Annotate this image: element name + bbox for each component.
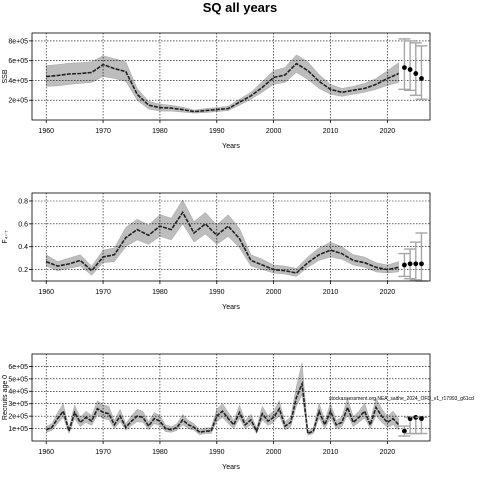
rec-x-tick-label-4: 2000 <box>266 449 282 456</box>
rec-plot-frame <box>31 353 431 442</box>
rec-forecast-point-3 <box>419 416 424 422</box>
rec-y-tick-label-3: 4e+05 <box>8 389 28 396</box>
figure-title: SQ all years <box>203 0 277 15</box>
rec-confidence-band <box>46 362 399 436</box>
rec-y-axis-label: Recruits age 0 <box>2 375 9 420</box>
f-median-line <box>45 210 399 274</box>
f-y-tick-label-2: 0.6 <box>18 221 28 228</box>
ssb-forecast-point-1 <box>407 67 413 72</box>
ssb-y-tick-label-3: 8e+05 <box>8 38 28 45</box>
ssb-y-axis-label: SSB <box>2 69 9 83</box>
f-x-tick-label-1: 1970 <box>95 289 111 296</box>
ssb-x-tick-label-3: 1990 <box>209 128 225 135</box>
f-forecast-point-1 <box>407 261 413 267</box>
rec-annotation: stockassessment.org NEA_saithe_2024_OFD_… <box>329 396 474 402</box>
ssb-x-axis-label: Years <box>222 143 240 150</box>
ssb-x-tick-label-5: 2010 <box>323 128 339 135</box>
ssb-x-tick-label-6: 2020 <box>380 128 396 135</box>
rec-x-tick-label-0: 1960 <box>38 449 54 456</box>
f-y-tick-label-1: 0.4 <box>18 244 28 251</box>
ssb-x-tick-label-2: 1980 <box>152 128 168 135</box>
rec-x-tick-label-1: 1970 <box>95 449 111 456</box>
ssb-y-tick-label-2: 6e+05 <box>8 58 28 65</box>
rec-median-line <box>45 380 400 435</box>
f-x-tick-label-2: 1980 <box>152 289 168 296</box>
rec-y-tick-label-0: 1e+05 <box>8 426 28 433</box>
rec-y-tick-label-4: 5e+05 <box>8 376 28 383</box>
fishing-mortality-panel: 1960 1970 1980 1990 2000 2010 2020 0.2 0.4 0.6 0.8… <box>2 192 431 311</box>
ssb-x-tick-label-0: 1960 <box>38 128 54 135</box>
rec-x-axis-label: Years <box>222 464 240 471</box>
ssb-forecast-point-2 <box>413 71 419 76</box>
f-plot-frame <box>31 192 431 282</box>
f-y-axis-label: F₄₋₇ <box>2 230 9 244</box>
ssb-x-tick-label-4: 2000 <box>266 128 282 135</box>
rec-y-tick-label-2: 3e+05 <box>8 401 28 408</box>
f-x-tick-label-6: 2020 <box>380 289 396 296</box>
f-y-tick-label-3: 0.8 <box>18 198 28 205</box>
f-x-tick-label-5: 2010 <box>323 289 339 296</box>
f-forecast-point-2 <box>413 261 419 267</box>
rec-y-tick-label-1: 2e+05 <box>8 414 28 421</box>
ssb-x-tick-label-1: 1970 <box>95 128 111 135</box>
rec-y-tick-label-5: 6e+05 <box>8 364 28 371</box>
recruitment-panel: 1960 1970 1980 1990 2000 2010 2020 1e+05 2e+05 3e… <box>2 353 474 471</box>
rec-x-tick-label-2: 1980 <box>152 449 168 456</box>
rec-x-tick-label-5: 2010 <box>323 449 339 456</box>
f-x-tick-label-4: 2000 <box>266 289 282 296</box>
ssb-plot-frame <box>31 32 431 121</box>
ssb-y-tick-label-0: 2e+05 <box>8 98 28 105</box>
ssb-y-tick-label-1: 4e+05 <box>8 78 28 85</box>
ssb-forecast-point-3 <box>419 76 424 81</box>
ssb-forecast-point-0 <box>402 65 407 71</box>
ssb-confidence-band <box>46 54 399 114</box>
f-x-tick-label-0: 1960 <box>38 289 54 296</box>
ssb-panel: 1960 1970 1980 1990 2000 2010 2020 2e+05 4e+05 6e… <box>2 32 431 150</box>
f-forecast-point-0 <box>402 262 407 268</box>
f-y-tick-label-0: 0.2 <box>18 267 28 274</box>
f-forecast-point-3 <box>419 261 424 267</box>
rec-forecast-point-0 <box>402 428 407 434</box>
f-x-tick-label-3: 1990 <box>209 289 225 296</box>
f-x-axis-label: Years <box>222 304 240 311</box>
rec-x-tick-label-6: 2020 <box>380 449 396 456</box>
rec-x-tick-label-3: 1990 <box>209 449 225 456</box>
f-confidence-band <box>46 199 399 277</box>
ssb-median-line <box>46 62 400 113</box>
